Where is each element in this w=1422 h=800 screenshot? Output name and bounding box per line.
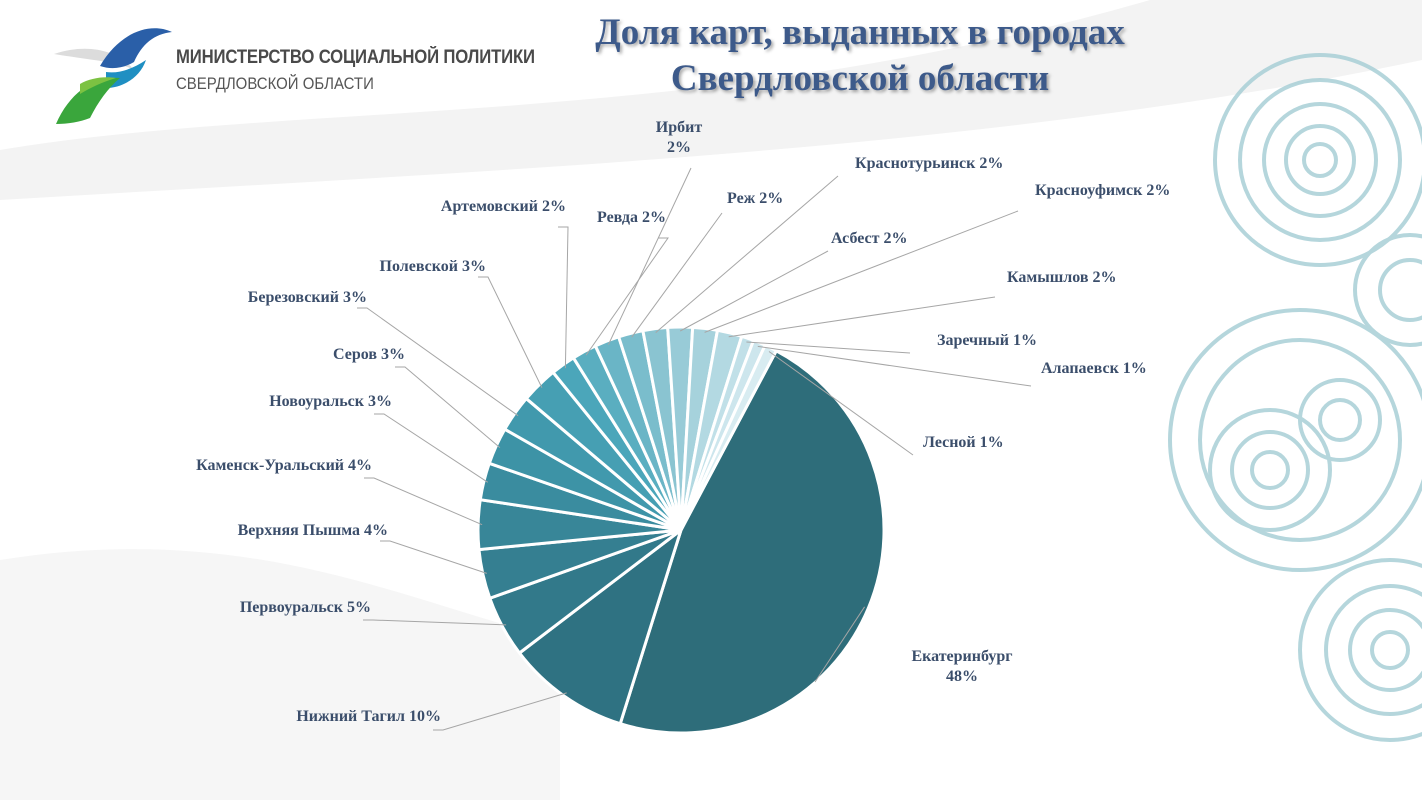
leader-line-березовский	[357, 307, 519, 417]
data-label-краснотурьинск: Краснотурьинск 2%	[855, 155, 1003, 172]
leader-line-екатеринбург	[814, 606, 866, 683]
data-label-верхняя-пышма: Верхняя Пышма 4%	[238, 522, 388, 539]
data-label-камышлов: Камышлов 2%	[1007, 269, 1117, 286]
leader-line-верхняя-пышма	[380, 540, 487, 574]
leader-line-первоуральск	[363, 619, 507, 626]
leader-line-полевской	[478, 276, 543, 388]
data-label-заречный: Заречный 1%	[937, 332, 1037, 349]
data-label-артемовский: Артемовский 2%	[441, 198, 566, 215]
data-label-первоуральск: Первоуральск 5%	[240, 599, 371, 616]
data-label-лесной: Лесной 1%	[923, 434, 1004, 451]
leader-line-серов	[395, 366, 501, 448]
data-label-ирбит: Ирбит 2%	[656, 119, 703, 156]
leader-lines	[357, 167, 1032, 731]
data-label-реж: Реж 2%	[727, 190, 783, 207]
leader-line-ревда	[585, 237, 669, 356]
leader-line-артемовский	[558, 226, 569, 369]
leader-line-реж	[631, 212, 723, 338]
data-label-асбест: Асбест 2%	[831, 230, 908, 247]
leader-line-заречный	[746, 341, 911, 354]
ministry-logo: МИНИСТЕРСТВО СОЦИАЛЬНОЙ ПОЛИТИКИ СВЕРДЛО…	[50, 22, 535, 132]
leader-line-асбест	[679, 250, 829, 332]
title-line-2: Свердловской области	[670, 58, 1050, 99]
pie-slices	[476, 325, 886, 735]
pie-slice-екатеринбург	[618, 348, 886, 735]
data-label-березовский: Березовский 3%	[248, 289, 367, 306]
data-label-красноуфимск: Красноуфимск 2%	[1035, 182, 1170, 199]
leader-line-краснотурьинск	[655, 175, 839, 333]
leader-line-камышлов	[728, 296, 996, 338]
leader-line-алапаевск	[757, 345, 1032, 387]
data-label-нижний-тагил: Нижний Тагил 10%	[296, 708, 441, 725]
data-label-серов: Серов 3%	[333, 346, 405, 363]
title-line-1: Доля карт, выданных в городах	[595, 12, 1125, 53]
bird-logo-icon	[54, 28, 172, 124]
data-labels: Екатеринбург 48% Нижний Тагил 10% Первоурал…	[196, 119, 1170, 725]
data-label-екатеринбург: Екатеринбург 48%	[911, 648, 1012, 685]
leader-line-красноуфимск	[704, 210, 1019, 333]
data-label-ревда: Ревда 2%	[597, 209, 666, 226]
org-name: МИНИСТЕРСТВО СОЦИАЛЬНОЙ ПОЛИТИКИ	[176, 47, 535, 68]
pie-slice-нижний-тагил	[517, 525, 684, 726]
org-region: СВЕРДЛОВСКОЙ ОБЛАСТИ	[176, 74, 374, 93]
leader-line-ирбит	[607, 167, 692, 345]
data-label-полевской: Полевской 3%	[380, 258, 486, 275]
data-label-алапаевск: Алапаевск 1%	[1041, 360, 1147, 377]
leader-line-нижний-тагил	[433, 692, 567, 731]
leader-line-новоуральск	[374, 413, 489, 483]
leader-line-каменск-уральский	[364, 477, 483, 526]
page-title: Доля карт, выданных в городах Свердловск…	[540, 10, 1180, 102]
leader-line-лесной	[768, 351, 914, 456]
data-label-каменск-уральский: Каменск-Уральский 4%	[196, 457, 372, 474]
data-label-новоуральск: Новоуральск 3%	[269, 393, 392, 410]
